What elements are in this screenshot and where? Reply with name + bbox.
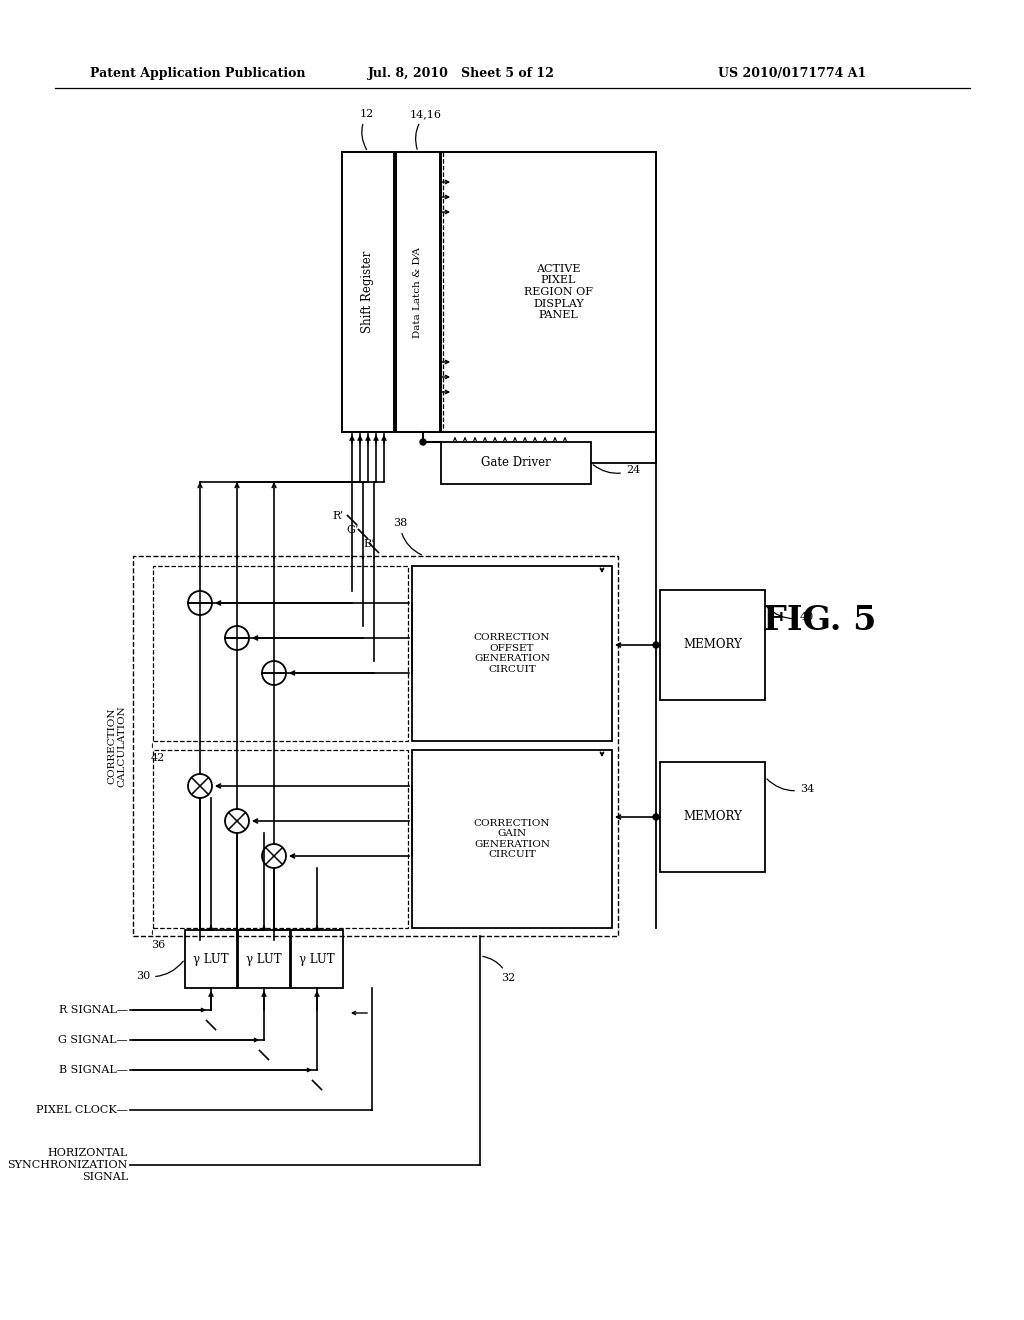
Bar (291, 931, 343, 987)
Text: CORRECTION
OFFSET
GENERATION
CIRCUIT: CORRECTION OFFSET GENERATION CIRCUIT (474, 634, 550, 673)
Circle shape (653, 814, 659, 820)
Bar (133, 556, 618, 936)
Bar (412, 566, 612, 741)
Text: FIG. 5: FIG. 5 (763, 603, 877, 636)
Text: R SIGNAL—: R SIGNAL— (59, 1005, 128, 1015)
Circle shape (653, 642, 659, 648)
Text: 42: 42 (151, 743, 165, 763)
Text: MEMORY: MEMORY (683, 810, 742, 824)
Circle shape (420, 440, 426, 445)
Bar (396, 152, 440, 432)
Text: Gate Driver: Gate Driver (481, 457, 551, 470)
Bar (153, 750, 408, 928)
Text: Jul. 8, 2010   Sheet 5 of 12: Jul. 8, 2010 Sheet 5 of 12 (368, 67, 555, 81)
Text: US 2010/0171774 A1: US 2010/0171774 A1 (718, 67, 866, 81)
Bar (153, 566, 408, 741)
Text: HORIZONTAL
SYNCHRONIZATION
SIGNAL: HORIZONTAL SYNCHRONIZATION SIGNAL (7, 1148, 128, 1181)
Text: ACTIVE
PIXEL
REGION OF
DISPLAY
PANEL: ACTIVE PIXEL REGION OF DISPLAY PANEL (524, 264, 593, 321)
Text: Shift Register: Shift Register (361, 251, 375, 333)
Bar (441, 442, 591, 484)
Text: CORRECTION
GAIN
GENERATION
CIRCUIT: CORRECTION GAIN GENERATION CIRCUIT (474, 818, 550, 859)
Text: R’: R’ (333, 511, 344, 521)
Bar (412, 750, 612, 928)
Bar (660, 762, 765, 873)
Text: G’: G’ (347, 525, 359, 535)
Text: 32: 32 (482, 957, 515, 983)
Text: 24: 24 (593, 465, 640, 475)
Text: γ LUT: γ LUT (299, 953, 335, 965)
Text: 40: 40 (767, 607, 814, 622)
Text: 12: 12 (359, 110, 374, 149)
Text: B SIGNAL—: B SIGNAL— (59, 1065, 128, 1074)
Text: PIXEL CLOCK—: PIXEL CLOCK— (36, 1105, 128, 1115)
Text: 30: 30 (136, 961, 183, 981)
Text: MEMORY: MEMORY (683, 639, 742, 652)
Text: 38: 38 (392, 517, 422, 554)
Text: 34: 34 (767, 779, 814, 795)
Text: 14,16: 14,16 (410, 110, 442, 149)
Text: γ LUT: γ LUT (194, 953, 228, 965)
Bar (342, 152, 394, 432)
Bar (185, 931, 237, 987)
Bar (660, 590, 765, 700)
Bar (441, 152, 656, 432)
Text: γ LUT: γ LUT (246, 953, 282, 965)
Text: CORRECTION
CALCULATION: CORRECTION CALCULATION (108, 705, 127, 787)
Text: B’: B’ (364, 539, 375, 549)
Text: Patent Application Publication: Patent Application Publication (90, 67, 305, 81)
Text: Data Latch & D⁄A: Data Latch & D⁄A (414, 247, 423, 338)
Text: 36: 36 (151, 931, 165, 950)
Text: G SIGNAL—: G SIGNAL— (58, 1035, 128, 1045)
Bar (238, 931, 290, 987)
